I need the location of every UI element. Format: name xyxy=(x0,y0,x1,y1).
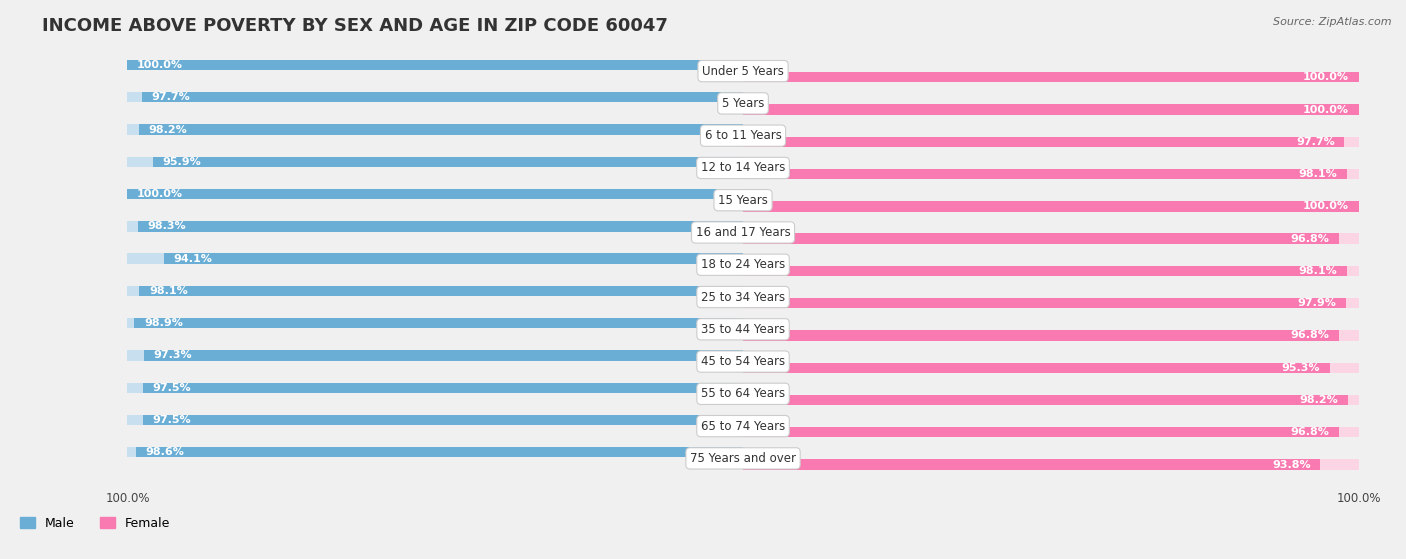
Bar xyxy=(742,427,1358,437)
Bar xyxy=(143,382,742,393)
Bar xyxy=(128,189,742,199)
Text: 95.9%: 95.9% xyxy=(163,157,201,167)
Bar xyxy=(742,201,1358,211)
Text: 98.2%: 98.2% xyxy=(1299,395,1337,405)
Text: 98.3%: 98.3% xyxy=(148,221,186,231)
Bar xyxy=(742,136,1358,147)
Text: 97.7%: 97.7% xyxy=(152,92,190,102)
Bar xyxy=(128,253,742,264)
Text: 15 Years: 15 Years xyxy=(718,194,768,207)
Bar xyxy=(742,395,1347,405)
Text: 12 to 14 Years: 12 to 14 Years xyxy=(700,162,785,174)
Bar xyxy=(128,318,742,328)
Bar xyxy=(742,330,1358,340)
Text: 55 to 64 Years: 55 to 64 Years xyxy=(702,387,785,400)
Bar xyxy=(143,350,742,361)
Bar xyxy=(128,447,742,457)
Text: 100.0%: 100.0% xyxy=(1303,105,1348,115)
Text: Source: ZipAtlas.com: Source: ZipAtlas.com xyxy=(1274,17,1392,27)
Bar xyxy=(742,234,1339,244)
Text: 98.2%: 98.2% xyxy=(148,125,187,135)
Text: 97.3%: 97.3% xyxy=(153,350,193,361)
Bar xyxy=(742,72,1358,82)
Text: 18 to 24 Years: 18 to 24 Years xyxy=(702,258,785,271)
Bar xyxy=(142,92,742,102)
Bar xyxy=(128,286,742,296)
Text: 97.7%: 97.7% xyxy=(1296,137,1334,147)
Bar xyxy=(742,459,1320,470)
Text: 100.0%: 100.0% xyxy=(138,60,183,70)
Bar xyxy=(742,169,1358,179)
Bar xyxy=(128,60,742,70)
Bar xyxy=(742,330,1339,340)
Bar xyxy=(742,234,1358,244)
Text: 100.0%: 100.0% xyxy=(105,492,149,505)
Text: 96.8%: 96.8% xyxy=(1291,330,1329,340)
Bar xyxy=(128,189,742,199)
Text: 100.0%: 100.0% xyxy=(1303,201,1348,211)
Text: 25 to 34 Years: 25 to 34 Years xyxy=(702,291,785,304)
Text: 100.0%: 100.0% xyxy=(1336,492,1381,505)
Bar xyxy=(742,298,1346,309)
Text: 97.5%: 97.5% xyxy=(153,415,191,425)
Bar xyxy=(153,157,742,167)
Bar xyxy=(163,253,742,264)
Text: 75 Years and over: 75 Years and over xyxy=(690,452,796,465)
Text: 94.1%: 94.1% xyxy=(173,254,212,264)
Bar xyxy=(742,395,1358,405)
Text: Under 5 Years: Under 5 Years xyxy=(702,65,785,78)
Text: 97.5%: 97.5% xyxy=(153,383,191,393)
Text: 65 to 74 Years: 65 to 74 Years xyxy=(702,420,785,433)
Bar xyxy=(139,286,742,296)
Bar xyxy=(128,221,742,231)
Text: 98.6%: 98.6% xyxy=(146,447,184,457)
Text: 100.0%: 100.0% xyxy=(138,189,183,199)
Bar xyxy=(143,415,742,425)
Text: 16 and 17 Years: 16 and 17 Years xyxy=(696,226,790,239)
Bar xyxy=(742,427,1339,437)
Legend: Male, Female: Male, Female xyxy=(15,512,176,535)
Text: 35 to 44 Years: 35 to 44 Years xyxy=(702,323,785,336)
Bar xyxy=(742,298,1358,309)
Bar xyxy=(128,350,742,361)
Bar xyxy=(128,60,742,70)
Text: 98.1%: 98.1% xyxy=(1298,266,1337,276)
Bar xyxy=(742,266,1358,276)
Bar xyxy=(134,318,742,328)
Bar xyxy=(138,221,742,231)
Bar xyxy=(742,459,1358,470)
Bar xyxy=(742,201,1358,211)
Text: 98.1%: 98.1% xyxy=(149,286,187,296)
Bar xyxy=(128,157,742,167)
Text: 96.8%: 96.8% xyxy=(1291,234,1329,244)
Text: 95.3%: 95.3% xyxy=(1281,363,1320,373)
Bar xyxy=(128,92,742,102)
Text: 96.8%: 96.8% xyxy=(1291,427,1329,437)
Text: 93.8%: 93.8% xyxy=(1272,459,1310,470)
Bar xyxy=(742,363,1330,373)
Bar xyxy=(742,72,1358,82)
Bar xyxy=(139,124,742,135)
Bar xyxy=(742,136,1344,147)
Bar xyxy=(128,124,742,135)
Text: INCOME ABOVE POVERTY BY SEX AND AGE IN ZIP CODE 60047: INCOME ABOVE POVERTY BY SEX AND AGE IN Z… xyxy=(42,17,668,35)
Text: 100.0%: 100.0% xyxy=(1303,72,1348,82)
Text: 5 Years: 5 Years xyxy=(721,97,765,110)
Bar xyxy=(136,447,742,457)
Text: 6 to 11 Years: 6 to 11 Years xyxy=(704,129,782,142)
Bar xyxy=(742,363,1358,373)
Text: 98.1%: 98.1% xyxy=(1298,169,1337,179)
Text: 98.9%: 98.9% xyxy=(143,318,183,328)
Bar xyxy=(128,415,742,425)
Bar xyxy=(128,382,742,393)
Text: 45 to 54 Years: 45 to 54 Years xyxy=(702,355,785,368)
Bar xyxy=(742,169,1347,179)
Bar xyxy=(742,105,1358,115)
Bar xyxy=(742,266,1347,276)
Bar xyxy=(742,105,1358,115)
Text: 97.9%: 97.9% xyxy=(1298,298,1336,308)
